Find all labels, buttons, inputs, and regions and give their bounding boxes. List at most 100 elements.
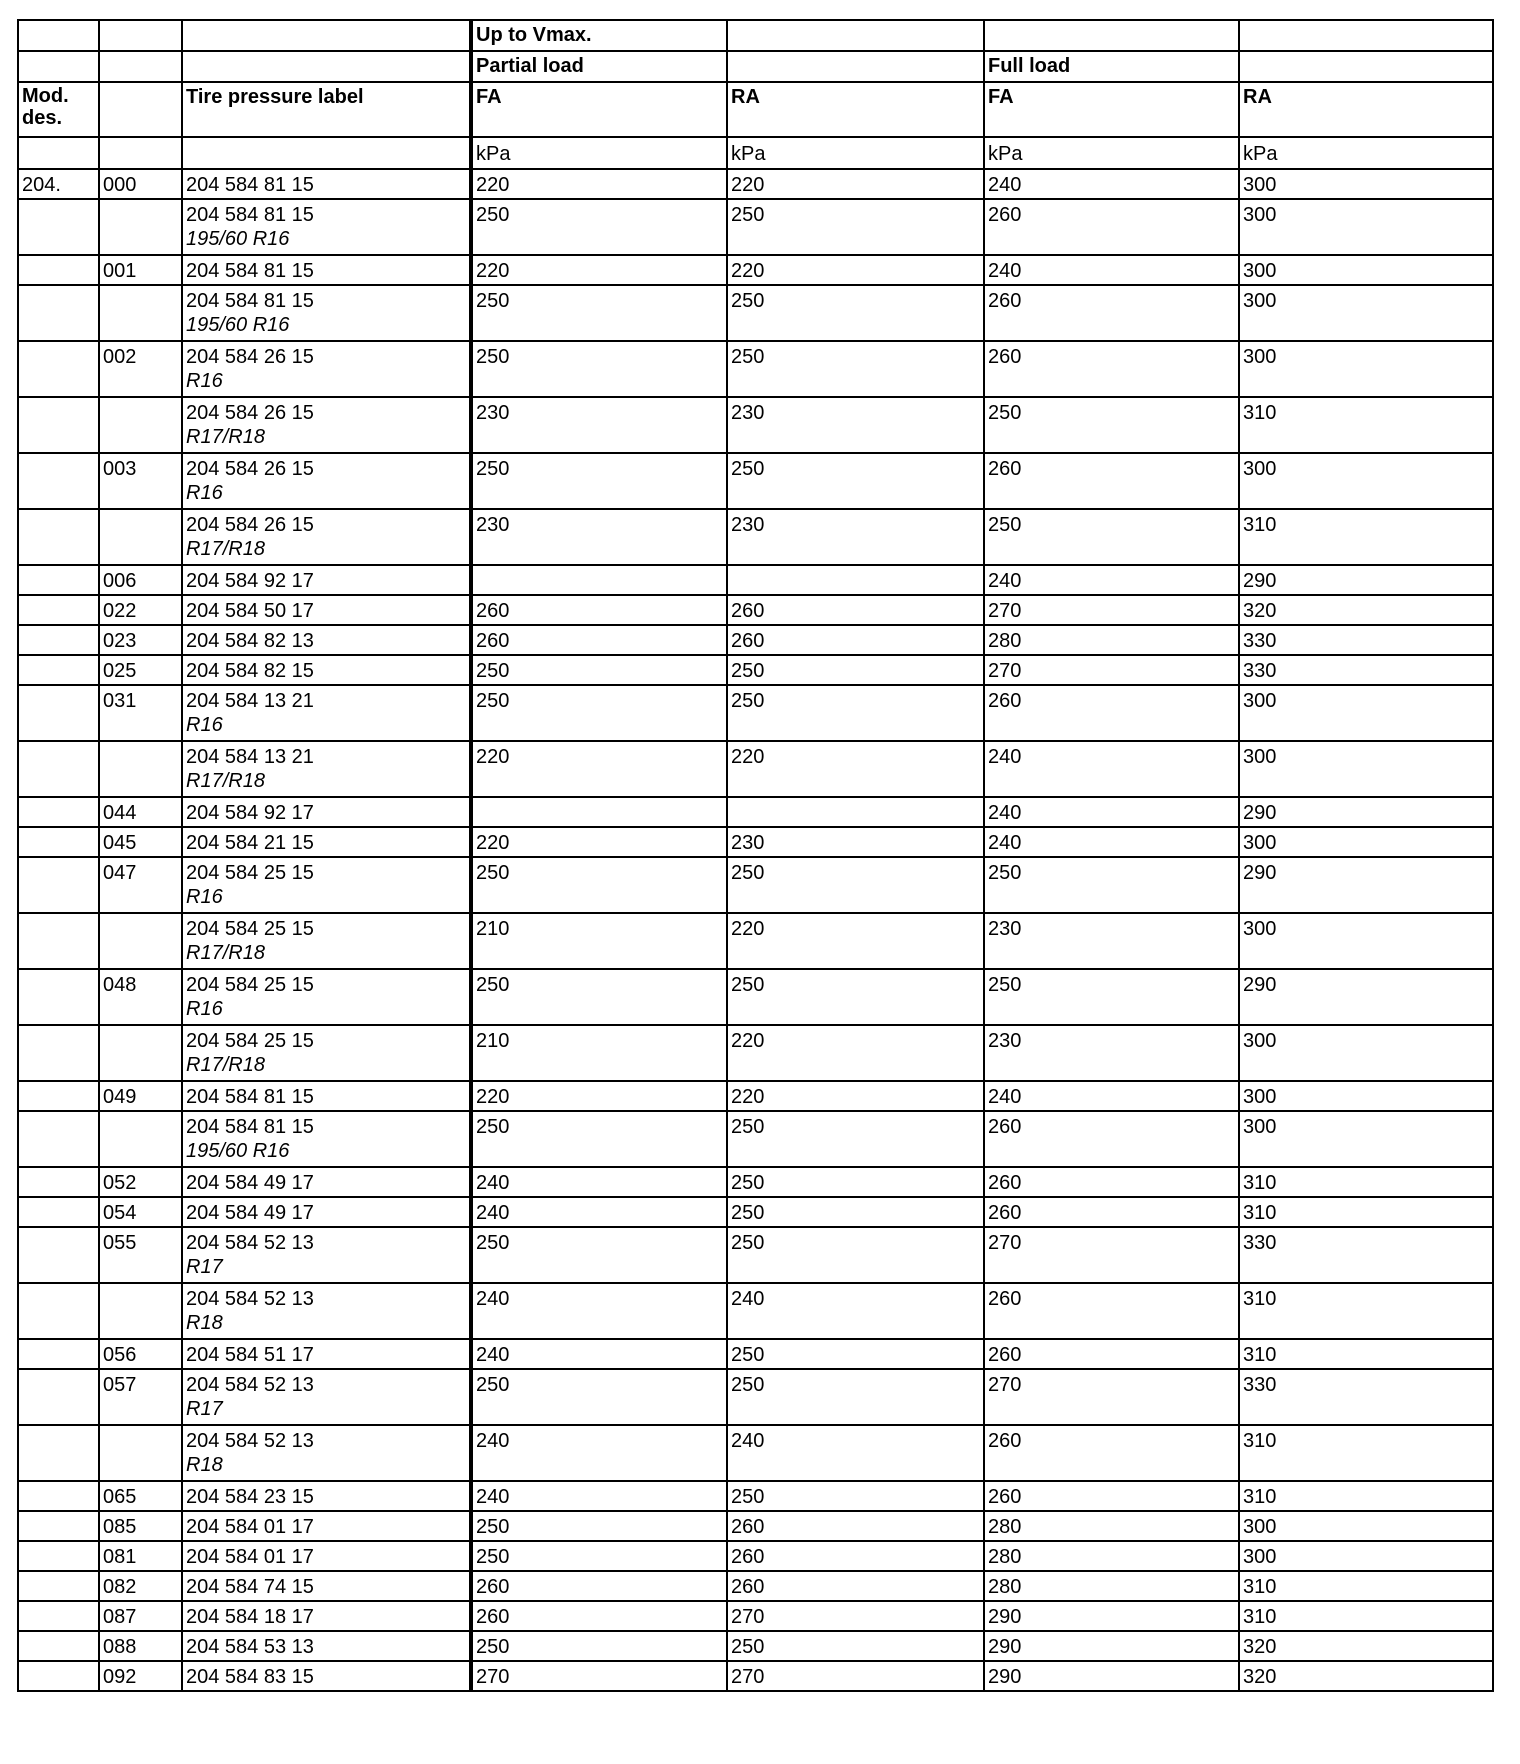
tire-label-cell: 204 584 52 13 R18 — [181, 1282, 473, 1340]
table-row: 054 204 584 49 17 240 250 260 310 — [17, 1196, 1494, 1228]
tire-label-number: 204 584 01 17 — [186, 1516, 314, 1538]
partial-load-fa-cell: 230 — [470, 396, 728, 454]
full-load-fa-cell: 280 — [983, 624, 1240, 656]
header-speed: Up to Vmax. — [470, 19, 728, 52]
full-load-fa-cell: 240 — [983, 1080, 1240, 1112]
header-partial-ra: RA — [726, 81, 985, 138]
full-load-fa-cell: 260 — [983, 1166, 1240, 1198]
partial-load-fa-cell: 240 — [470, 1338, 728, 1370]
table-row: 085 204 584 01 17 250 260 280 300 — [17, 1510, 1494, 1542]
model-code-cell: 092 — [98, 1660, 183, 1692]
tire-label-number: 204 584 25 15 — [186, 1030, 314, 1052]
tire-label-cell: 204 584 81 15 — [181, 168, 473, 200]
table-row: 204 584 52 13 R18 240 240 260 310 — [17, 1282, 1494, 1340]
tire-label-number: 204 584 83 15 — [186, 1666, 314, 1688]
partial-load-fa-cell: 230 — [470, 508, 728, 566]
table-row: 052 204 584 49 17 240 250 260 310 — [17, 1166, 1494, 1198]
partial-load-ra-cell: 230 — [726, 508, 985, 566]
table-row: 082 204 584 74 15 260 260 280 310 — [17, 1570, 1494, 1602]
tire-size-note: R17/R18 — [186, 770, 265, 792]
model-code-cell: 054 — [98, 1196, 183, 1228]
full-load-fa-cell: 290 — [983, 1660, 1240, 1692]
tire-label-cell: 204 584 83 15 — [181, 1660, 473, 1692]
full-load-fa-cell: 260 — [983, 1282, 1240, 1340]
full-load-fa-cell: 270 — [983, 654, 1240, 686]
full-load-ra-cell: 310 — [1238, 396, 1494, 454]
tire-label-number: 204 584 81 15 — [186, 1116, 314, 1138]
model-designation-cell — [17, 594, 100, 626]
tire-size-note: R16 — [186, 714, 223, 736]
model-designation-cell — [17, 1480, 100, 1512]
model-designation-cell — [17, 1282, 100, 1340]
model-designation-cell — [17, 1424, 100, 1482]
table-row: 023 204 584 82 13 260 260 280 330 — [17, 624, 1494, 656]
table-row: 057 204 584 52 13 R17 250 250 270 330 — [17, 1368, 1494, 1426]
full-load-ra-cell: 320 — [1238, 1660, 1494, 1692]
model-designation-cell — [17, 1166, 100, 1198]
model-designation-cell — [17, 1226, 100, 1284]
full-load-ra-cell: 300 — [1238, 340, 1494, 398]
table-row: 087 204 584 18 17 260 270 290 310 — [17, 1600, 1494, 1632]
partial-load-fa-cell: 250 — [470, 684, 728, 742]
model-code-cell: 085 — [98, 1510, 183, 1542]
full-load-ra-cell: 300 — [1238, 912, 1494, 970]
partial-load-fa-cell: 240 — [470, 1424, 728, 1482]
model-code-cell: 002 — [98, 340, 183, 398]
unit-full-ra: kPa — [1238, 136, 1494, 170]
partial-load-ra-cell: 250 — [726, 452, 985, 510]
tire-label-number: 204 584 25 15 — [186, 918, 314, 940]
table-row: 092 204 584 83 15 270 270 290 320 — [17, 1660, 1494, 1692]
model-designation-cell — [17, 624, 100, 656]
table-row: 025 204 584 82 15 250 250 270 330 — [17, 654, 1494, 686]
partial-load-ra-cell — [726, 564, 985, 596]
tire-label-cell: 204 584 81 15 195/60 R16 — [181, 1110, 473, 1168]
partial-load-fa-cell: 240 — [470, 1196, 728, 1228]
table-row: 204. 000 204 584 81 15 220 220 240 300 — [17, 168, 1494, 200]
tire-label-cell: 204 584 13 21 R16 — [181, 684, 473, 742]
tire-size-note: R16 — [186, 886, 223, 908]
table-row: 049 204 584 81 15 220 220 240 300 — [17, 1080, 1494, 1112]
full-load-fa-cell: 230 — [983, 912, 1240, 970]
partial-load-fa-cell: 250 — [470, 1110, 728, 1168]
header-row-units: kPa kPa kPa kPa — [17, 136, 1494, 170]
table-row: 065 204 584 23 15 240 250 260 310 — [17, 1480, 1494, 1512]
model-code-cell — [98, 740, 183, 798]
full-load-fa-cell: 290 — [983, 1630, 1240, 1662]
partial-load-ra-cell: 260 — [726, 1510, 985, 1542]
model-designation-cell — [17, 396, 100, 454]
model-designation-cell — [17, 198, 100, 256]
table-row: 003 204 584 26 15 R16 250 250 260 300 — [17, 452, 1494, 510]
model-code-cell: 047 — [98, 856, 183, 914]
tire-label-cell: 204 584 51 17 — [181, 1338, 473, 1370]
full-load-fa-cell: 260 — [983, 340, 1240, 398]
table-row: 204 584 25 15 R17/R18 210 220 230 300 — [17, 1024, 1494, 1082]
table-row: 204 584 52 13 R18 240 240 260 310 — [17, 1424, 1494, 1482]
full-load-ra-cell: 290 — [1238, 796, 1494, 828]
full-load-fa-cell: 270 — [983, 1368, 1240, 1426]
full-load-ra-cell: 290 — [1238, 856, 1494, 914]
model-designation-cell — [17, 254, 100, 286]
full-load-ra-cell: 300 — [1238, 284, 1494, 342]
tire-label-cell: 204 584 92 17 — [181, 796, 473, 828]
full-load-fa-cell: 240 — [983, 564, 1240, 596]
partial-load-ra-cell: 270 — [726, 1660, 985, 1692]
tire-label-number: 204 584 51 17 — [186, 1344, 314, 1366]
table-row: 031 204 584 13 21 R16 250 250 260 300 — [17, 684, 1494, 742]
partial-load-fa-cell: 250 — [470, 1510, 728, 1542]
full-load-fa-cell: 240 — [983, 740, 1240, 798]
model-code-cell: 000 — [98, 168, 183, 200]
partial-load-fa-cell: 240 — [470, 1166, 728, 1198]
tire-label-number: 204 584 92 17 — [186, 570, 314, 592]
partial-load-ra-cell: 250 — [726, 1338, 985, 1370]
tire-label-cell: 204 584 49 17 — [181, 1196, 473, 1228]
model-designation-cell — [17, 826, 100, 858]
tire-label-cell: 204 584 81 15 195/60 R16 — [181, 284, 473, 342]
partial-load-ra-cell: 230 — [726, 826, 985, 858]
table-row: 204 584 26 15 R17/R18 230 230 250 310 — [17, 396, 1494, 454]
tire-label-number: 204 584 52 13 — [186, 1430, 314, 1452]
full-load-fa-cell: 290 — [983, 1600, 1240, 1632]
tire-label-cell: 204 584 52 13 R17 — [181, 1226, 473, 1284]
partial-load-fa-cell: 240 — [470, 1282, 728, 1340]
model-code-cell: 065 — [98, 1480, 183, 1512]
partial-load-ra-cell: 250 — [726, 1226, 985, 1284]
